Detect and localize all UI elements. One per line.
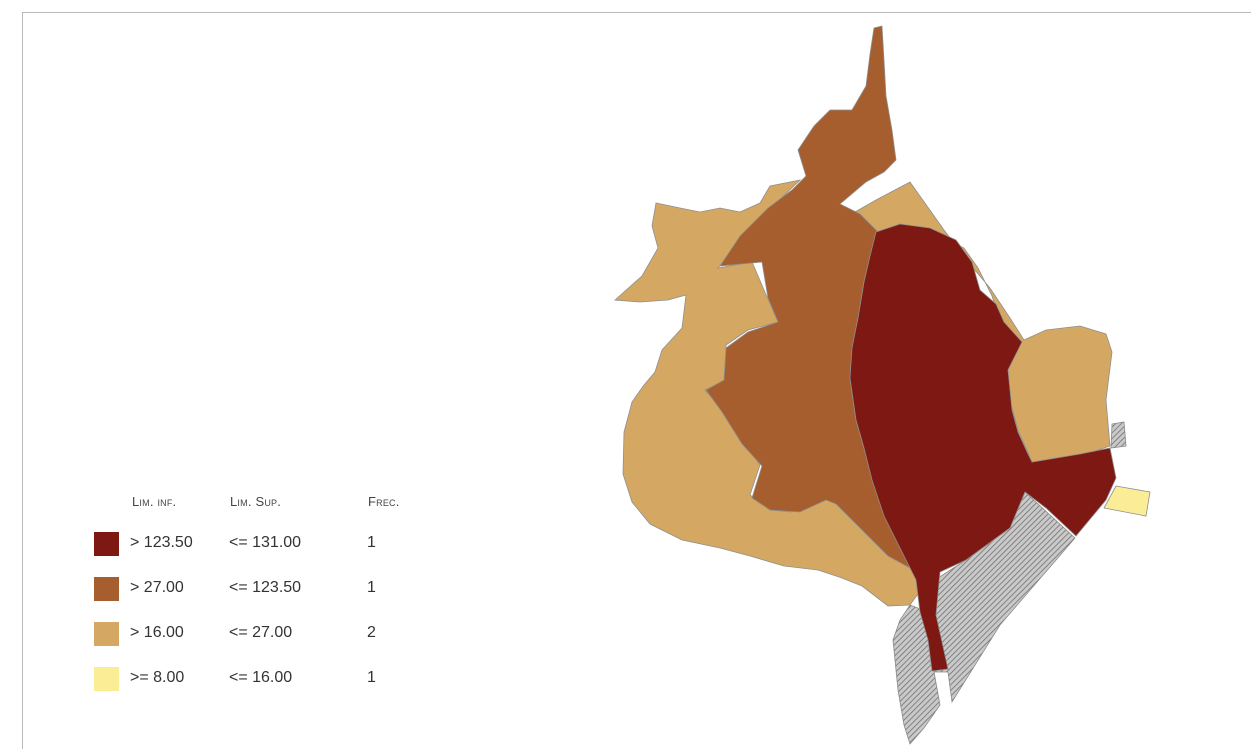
- region-east-8-16[interactable]: [1103, 485, 1151, 517]
- legend-upper-limit: <= 27.00: [229, 624, 293, 641]
- legend-frequency: 1: [367, 669, 376, 686]
- legend-header-lower-limit: Lim. inf.: [132, 494, 177, 509]
- legend-swatch: [94, 622, 119, 646]
- legend-row-class-1: > 123.50 <= 131.00 1: [94, 522, 434, 567]
- legend-lower-limit: > 16.00: [130, 624, 184, 641]
- legend-swatch: [94, 532, 119, 556]
- no-data-region-east[interactable]: [1110, 421, 1127, 449]
- legend-frequency: 1: [367, 534, 376, 551]
- legend-header-upper-limit: Lim. Sup.: [230, 494, 282, 509]
- legend-lower-limit: > 27.00: [130, 579, 184, 596]
- legend-upper-limit: <= 123.50: [229, 579, 302, 596]
- legend-lower-limit: >= 8.00: [130, 669, 185, 686]
- legend-upper-limit: <= 16.00: [229, 669, 293, 686]
- legend-row-class-2: > 27.00 <= 123.50 1: [94, 567, 434, 612]
- legend-header: Lim. inf. Lim. Sup. Frec.: [94, 494, 434, 522]
- legend-lower-limit: > 123.50: [130, 534, 193, 551]
- legend-row-class-3: > 16.00 <= 27.00 2: [94, 612, 434, 657]
- legend-header-frequency: Frec.: [368, 494, 400, 509]
- map-legend: Lim. inf. Lim. Sup. Frec. > 123.50 <= 13…: [94, 494, 434, 702]
- legend-swatch: [94, 667, 119, 691]
- region-east-123-131[interactable]: [849, 223, 1117, 672]
- legend-row-class-4: >= 8.00 <= 16.00 1: [94, 657, 434, 702]
- legend-frequency: 2: [367, 624, 376, 641]
- region-central-27-123[interactable]: [705, 25, 913, 569]
- legend-frequency: 1: [367, 579, 376, 596]
- legend-upper-limit: <= 131.00: [229, 534, 302, 551]
- legend-swatch: [94, 577, 119, 601]
